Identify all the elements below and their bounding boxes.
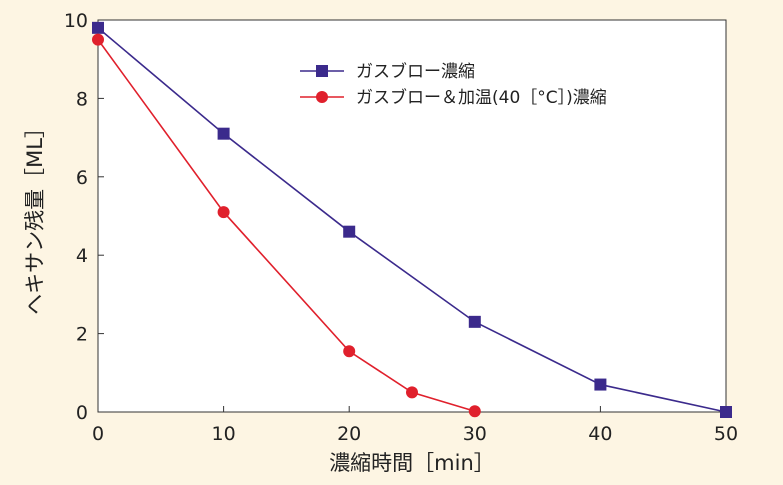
y-tick-label: 0 [76, 402, 88, 424]
x-axis-title: 濃縮時間［min］ [329, 451, 495, 475]
legend-label-2: ガスブロー＆加温(40［°C］)濃縮 [356, 87, 607, 108]
x-tick-label: 40 [588, 423, 612, 445]
y-tick-label: 8 [76, 88, 88, 110]
legend-marker-1 [316, 65, 328, 77]
series-2-point [406, 386, 418, 399]
series-1-point [217, 127, 230, 140]
series-layer [92, 21, 732, 418]
series-2-point [92, 33, 104, 46]
series-2-point [217, 206, 230, 219]
series-2-point [343, 345, 356, 358]
y-tick-label: 6 [76, 167, 88, 189]
series-1-point [343, 225, 356, 238]
x-tick-label: 20 [337, 423, 361, 445]
series-1-point [594, 378, 607, 391]
legend-label-1: ガスブロー濃縮 [356, 61, 475, 82]
series-1-point [468, 315, 481, 328]
y-tick-label: 4 [76, 245, 88, 267]
series-1-point [92, 21, 104, 34]
legend-marker-2 [316, 91, 328, 103]
y-axis-title: ヘキサン残量［ML］ [23, 117, 47, 315]
plot-area [97, 19, 727, 413]
series-line-1 [97, 27, 727, 413]
axis-ticks: 0 10 20 30 40 50 0 2 4 6 8 10 [64, 10, 738, 445]
y-tick-label: 2 [76, 324, 88, 346]
y-tick-label: 10 [64, 10, 88, 32]
series-1-point [720, 406, 732, 418]
x-tick-label: 50 [714, 423, 738, 445]
x-tick-label: 30 [463, 423, 487, 445]
series-2-point [468, 405, 481, 418]
x-tick-label: 0 [92, 423, 104, 445]
x-tick-label: 10 [212, 423, 236, 445]
